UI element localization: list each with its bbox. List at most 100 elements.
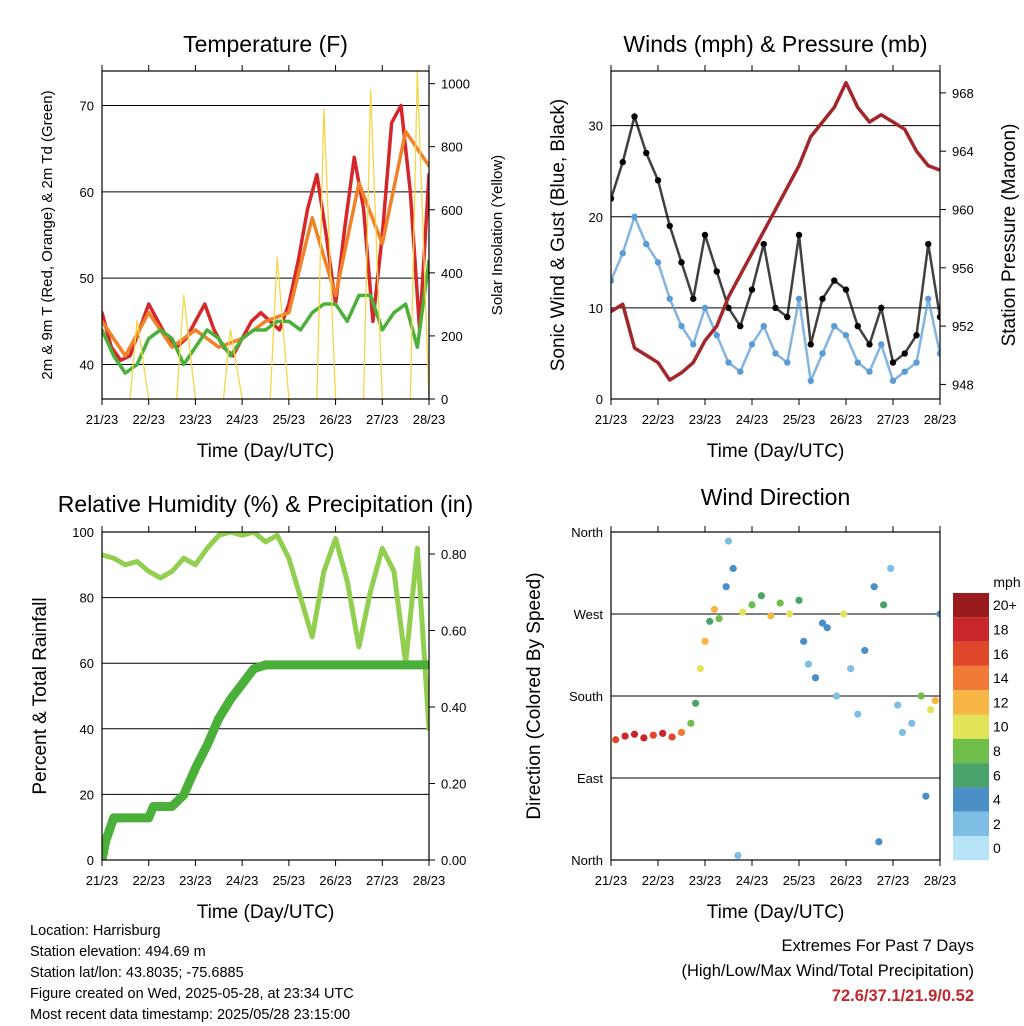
direction-point (823, 624, 831, 632)
chart-title: Wind Direction (701, 484, 851, 510)
direction-point (811, 674, 820, 682)
x-tick-label: 23/23 (179, 873, 212, 888)
direction-point (710, 605, 719, 614)
y-axis-label: Direction (Colored By Speed) (524, 572, 545, 819)
y2-tick-label: 952 (952, 319, 974, 334)
y2-tick-label: 0.00 (441, 853, 466, 868)
station-location: Location: Harrisburg (30, 923, 161, 939)
y-tick-label: 20 (80, 787, 94, 802)
colorbar-swatch (953, 617, 989, 642)
direction-point (887, 564, 895, 573)
direction-point (880, 601, 888, 609)
x-tick-label: 23/23 (179, 412, 212, 427)
direction-point (840, 610, 848, 618)
y-tick-label: North (571, 853, 603, 868)
colorbar-label: 12 (993, 694, 1009, 710)
station-elevation: Station elevation: 494.69 m (30, 944, 206, 960)
direction-point (927, 706, 935, 714)
x-tick-label: 22/23 (642, 873, 675, 888)
x-tick-label: 27/23 (877, 873, 910, 888)
y2-tick-label: 964 (952, 144, 974, 159)
x-tick-label: 24/23 (226, 412, 259, 427)
direction-point (724, 537, 733, 545)
colorbar-title: mph (993, 574, 1020, 590)
direction-point (701, 637, 709, 645)
direction-point (931, 696, 939, 705)
colorbar-swatch (953, 690, 989, 715)
direction-point (677, 728, 686, 737)
plot-frame (610, 70, 941, 400)
y-tick-label: 60 (80, 185, 94, 200)
y2-tick-label: 0 (441, 392, 448, 407)
x-tick-label: 28/23 (924, 873, 957, 888)
y-tick-label: North (571, 525, 603, 540)
x-tick-label: 28/23 (924, 412, 957, 427)
direction-point (786, 610, 794, 618)
colorbar-swatch (953, 593, 989, 618)
y-tick-label: West (574, 607, 604, 622)
colorbar-label: 0 (993, 840, 1001, 856)
y2-tick-label: 968 (952, 86, 974, 101)
x-tick-label: 21/23 (595, 412, 628, 427)
plot-frame (101, 531, 430, 861)
direction-point (668, 733, 676, 741)
direction-point (917, 692, 925, 700)
x-tick-label: 21/23 (86, 412, 119, 427)
direction-point (847, 665, 855, 673)
plot-area (102, 532, 429, 860)
x-tick-label: 24/23 (736, 412, 769, 427)
chart-title: Winds (mph) & Pressure (mb) (623, 31, 927, 57)
y-tick-label: 70 (80, 99, 94, 114)
direction-point (833, 692, 841, 700)
y2-tick-label: 400 (441, 266, 463, 281)
direction-point (687, 719, 695, 727)
station-latlon: Station lat/lon: 43.8035; -75.6885 (30, 965, 244, 981)
y-tick-label: 0 (87, 853, 94, 868)
direction-point (734, 851, 742, 860)
colorbar-label: 20+ (993, 597, 1017, 613)
x-tick-label: 24/23 (226, 873, 259, 888)
direction-point (696, 665, 704, 673)
extremes-box: Extremes For Past 7 Days (High/Low/Max W… (681, 934, 974, 1009)
direction-point (861, 646, 869, 655)
y2-tick-label: 956 (952, 261, 974, 276)
y2-tick-label: 200 (441, 329, 463, 344)
x-tick-label: 26/23 (319, 873, 352, 888)
colorbar-swatch (953, 665, 989, 691)
colorbar-label: 18 (993, 621, 1009, 637)
y-tick-label: 50 (80, 271, 94, 286)
direction-point (767, 612, 775, 620)
x-axis-label: Time (Day/UTC) (707, 441, 845, 462)
direction-point (729, 564, 737, 573)
y-tick-label: 40 (80, 357, 94, 372)
series-line-station-pressure (611, 80, 940, 382)
y-axis-label: Percent & Total Rainfall (30, 597, 51, 794)
y2-axis-label: Station Pressure (Maroon) (999, 124, 1020, 347)
chart-panel-3: Relative Humidity (%) & Precipitation (i… (30, 491, 473, 923)
y-tick-label: 60 (80, 656, 94, 671)
direction-point (875, 838, 883, 846)
extremes-title: Extremes For Past 7 Days (781, 937, 974, 955)
x-axis-label: Time (Day/UTC) (707, 902, 845, 923)
y2-tick-label: 0.40 (441, 700, 466, 715)
direction-point (640, 734, 648, 742)
x-tick-label: 21/23 (86, 873, 119, 888)
direction-point (659, 729, 667, 737)
direction-point (800, 637, 808, 645)
x-tick-label: 24/23 (736, 873, 769, 888)
direction-point (818, 619, 827, 627)
y-tick-label: 30 (589, 119, 603, 134)
colorbar-swatch (953, 787, 989, 812)
plot-area (612, 537, 940, 860)
direction-point (804, 660, 813, 668)
chart-title: Temperature (F) (183, 31, 348, 57)
y-tick-label: 10 (589, 301, 603, 316)
x-tick-label: 26/23 (830, 412, 863, 427)
direction-point (748, 601, 756, 609)
colorbar-label: 10 (993, 719, 1009, 735)
direction-point (936, 610, 940, 618)
direction-point (922, 792, 930, 800)
x-tick-label: 26/23 (830, 873, 863, 888)
colorbar-swatch (953, 714, 989, 739)
direction-point (649, 731, 657, 739)
